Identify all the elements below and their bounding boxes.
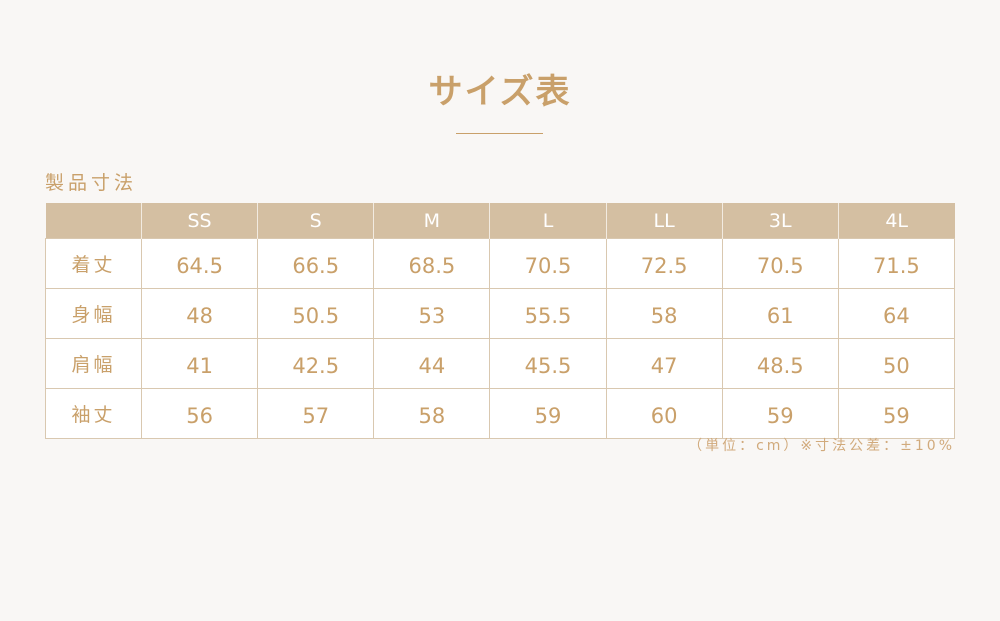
table-cell: 59 <box>837 388 956 439</box>
table-cell: 55.5 <box>489 288 607 339</box>
page-title: サイズ表 <box>428 72 572 112</box>
table-cell: 57 <box>257 388 375 439</box>
row-label: 着丈 <box>45 238 142 289</box>
table-cell: 48.5 <box>721 338 839 389</box>
table-cell: 60 <box>605 388 723 439</box>
table-row: 肩幅 41 42.5 44 45.5 47 48.5 50 <box>45 338 956 389</box>
table-cell: 71.5 <box>837 238 956 289</box>
table-cell: 70.5 <box>489 238 607 289</box>
column-header: SS <box>140 203 258 239</box>
column-header: LL <box>605 203 723 239</box>
table-cell: 70.5 <box>721 238 839 289</box>
table-cell: 59 <box>721 388 839 439</box>
table-cell: 72.5 <box>605 238 723 289</box>
table-cell: 58 <box>605 288 723 339</box>
table-cell: 42.5 <box>257 338 375 389</box>
table-cell: 44 <box>373 338 491 389</box>
table-cell: 45.5 <box>489 338 607 389</box>
section-heading: 製品寸法 <box>45 172 138 194</box>
column-header: L <box>489 203 607 239</box>
table-cell: 61 <box>721 288 839 339</box>
table-cell: 64.5 <box>140 238 259 289</box>
table-cell: 56 <box>140 388 259 439</box>
table-cell: 41 <box>140 338 259 389</box>
table-cell: 64 <box>837 288 956 339</box>
column-header: 4L <box>837 203 955 239</box>
header-row: SS S M L LL 3L 4L <box>45 203 955 239</box>
column-header: M <box>373 203 490 239</box>
table-row: 袖丈 56 57 58 59 60 59 59 <box>45 388 956 439</box>
column-header: 3L <box>721 203 839 239</box>
table-cell: 68.5 <box>373 238 491 289</box>
table-cell: 50.5 <box>257 288 375 339</box>
size-table: SS S M L LL 3L 4L 着丈 64.5 66.5 68.5 70.5 72.5 70.5 71… <box>45 203 956 439</box>
table-cell: 47 <box>605 338 723 389</box>
column-header <box>45 203 142 239</box>
table-cell: 59 <box>489 388 607 439</box>
table-cell: 66.5 <box>257 238 375 289</box>
row-label: 袖丈 <box>45 388 142 439</box>
column-header: S <box>257 203 374 239</box>
row-label: 身幅 <box>45 288 142 339</box>
table-cell: 48 <box>140 288 259 339</box>
table-cell: 58 <box>373 388 491 439</box>
row-label: 肩幅 <box>45 338 142 389</box>
table-cell: 53 <box>373 288 491 339</box>
unit-note: （単位：cm）※寸法公差：±10% <box>688 438 955 454</box>
title-divider <box>456 133 543 134</box>
table-row: 身幅 48 50.5 53 55.5 58 61 64 <box>45 288 956 339</box>
table-row: 着丈 64.5 66.5 68.5 70.5 72.5 70.5 71.5 <box>45 238 956 289</box>
table-cell: 50 <box>837 338 956 389</box>
